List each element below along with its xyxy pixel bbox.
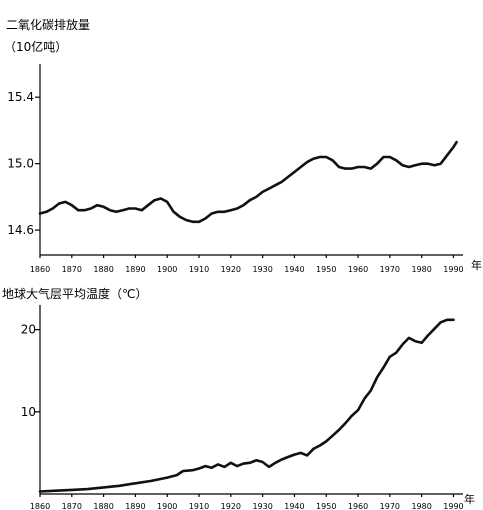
co2-series-line: [38, 140, 458, 224]
temperature-x-tick-label: 1950: [316, 502, 336, 510]
temperature-y-tick-label: 20: [21, 323, 36, 337]
temperature-chart-title: 地球大气层平均温度（℃）: [2, 286, 147, 301]
temperature-x-axis-label: 年: [464, 492, 475, 506]
co2-x-tick-label: 1900: [157, 265, 177, 274]
co2-x-tick-label: 1990: [443, 265, 463, 274]
co2-x-tick-label: 1880: [93, 265, 113, 274]
temperature-x-tick-label: 1980: [411, 502, 431, 510]
co2-x-tick-label: 1860: [30, 265, 50, 274]
co2-chart-subtitle: （10亿吨）: [4, 39, 67, 54]
co2-x-tick-label: 1970: [380, 265, 400, 274]
temperature-x-tick-label: 1920: [221, 502, 241, 510]
co2-y-tick-label: 15.4: [7, 90, 34, 104]
temperature-x-tick-label: 1930: [252, 502, 272, 510]
temperature-x-tick-label: 1910: [189, 502, 209, 510]
co2-x-tick-label: 1950: [316, 265, 336, 274]
co2-x-tick-label: 1960: [348, 265, 368, 274]
temperature-x-tick-label: 1890: [125, 502, 145, 510]
temperature-x-tick-label: 1990: [443, 502, 463, 510]
temperature-y-tick-label: 10: [21, 405, 36, 419]
temperature-x-tick-label: 1940: [284, 502, 304, 510]
co2-y-tick-label: 15.0: [7, 157, 34, 171]
co2-y-tick-label: 14.6: [7, 223, 34, 237]
co2-chart: 二氧化碳排放量 （10亿吨） 年 14.6 15.0 15.4 1860 1870 18…: [4, 17, 482, 274]
temperature-x-tick-label: 1900: [157, 502, 177, 510]
co2-x-tick-label: 1870: [62, 265, 82, 274]
co2-x-tick-label: 1980: [411, 265, 431, 274]
co2-x-tick-label: 1920: [221, 265, 241, 274]
temperature-x-tick-label: 1880: [93, 502, 113, 510]
temperature-x-tick-label: 1960: [348, 502, 368, 510]
co2-x-axis-label: 年: [471, 258, 482, 272]
temperature-x-tick-label: 1860: [30, 502, 50, 510]
temperature-x-tick-label: 1870: [62, 502, 82, 510]
temperature-series-line: [38, 318, 455, 493]
co2-x-tick-label: 1930: [252, 265, 272, 274]
temperature-chart: 地球大气层平均温度（℃） 年 10 20 1860 1870 1880 1890 1900…: [2, 286, 475, 510]
co2-x-tick-label: 1910: [189, 265, 209, 274]
temperature-x-tick-label: 1970: [380, 502, 400, 510]
co2-x-tick-label: 1940: [284, 265, 304, 274]
co2-chart-title: 二氧化碳排放量: [6, 17, 90, 32]
co2-x-tick-label: 1890: [125, 265, 145, 274]
